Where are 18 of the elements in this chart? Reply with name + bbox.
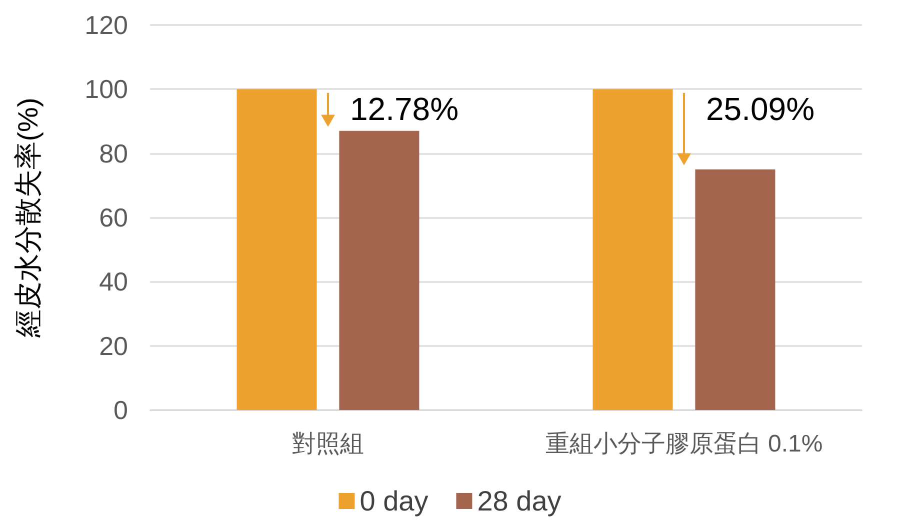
x-tick-label: 重組小分子膠原蛋白 0.1% <box>545 430 823 458</box>
annotation: 25.09% <box>706 91 815 128</box>
y-axis-title: 經皮水分散失率(%) <box>12 98 44 338</box>
y-tick-label: 120 <box>84 10 128 40</box>
y-tick-label: 0 <box>114 395 128 425</box>
bar <box>339 130 420 410</box>
y-tick-label: 20 <box>99 330 128 361</box>
y-tick-label: 100 <box>84 74 128 104</box>
legend-label: 0 day <box>360 486 428 516</box>
bar <box>236 89 317 410</box>
y-tick-label: 80 <box>99 138 128 168</box>
y-tick-label: 40 <box>99 266 128 297</box>
legend-label: 28 day <box>477 486 562 516</box>
bar <box>695 169 776 410</box>
annotation: 12.78% <box>350 91 459 128</box>
x-tick-label: 對照組 <box>292 430 364 458</box>
bar <box>592 89 673 410</box>
y-tick-label: 60 <box>99 202 128 232</box>
